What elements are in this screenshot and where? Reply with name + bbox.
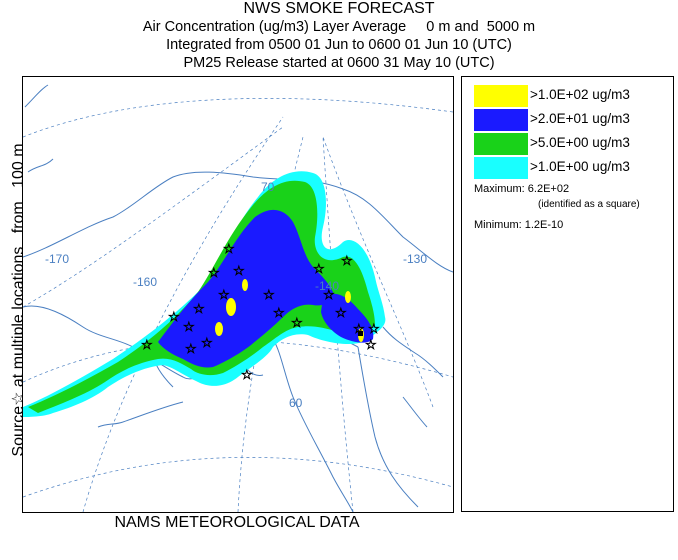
source-marker-icon: ☆ (291, 315, 303, 330)
source-marker-icon: ☆ (185, 341, 197, 356)
legend-item: >5.0E+00 ug/m3 (474, 133, 674, 155)
grid-label: 60 (289, 396, 303, 410)
plot-subtitle-release: PM25 Release started at 0600 31 May 10 (… (183, 55, 495, 71)
legend-label: >2.0E+01 ug/m3 (530, 111, 630, 126)
maximum-marker (358, 331, 363, 336)
grid-label: 70 (261, 180, 275, 194)
legend-item: >1.0E+00 ug/m3 (474, 157, 674, 179)
grid-label: -140 (315, 279, 339, 293)
plot-title: NWS SMOKE FORECAST (243, 0, 435, 17)
source-marker-icon: ☆ (233, 263, 245, 278)
plot-subtitle-period: Integrated from 0500 01 Jun to 0600 01 J… (166, 37, 512, 53)
source-marker-icon: ☆ (193, 301, 205, 316)
source-marker-icon: ☆ (335, 305, 347, 320)
grid-label: -170 (45, 252, 69, 266)
grid-label: -160 (133, 275, 157, 289)
legend-item: >2.0E+01 ug/m3 (474, 109, 674, 131)
maximum-note: (identified as a square) (538, 199, 640, 210)
legend-label: >1.0E+02 ug/m3 (530, 87, 630, 102)
source-marker-icon: ☆ (313, 261, 325, 276)
minimum-value: Minimum: 1.2E-10 (474, 219, 564, 231)
source-marker-icon: ☆ (218, 287, 230, 302)
forecast-map: ☆ ☆ ☆ ☆ ☆ ☆ ☆ ☆ ☆ ☆ ☆ ☆ ☆ ☆ ☆ ☆ ☆ ☆ ☆ ☆ … (22, 76, 454, 513)
map-canvas: ☆ ☆ ☆ ☆ ☆ ☆ ☆ ☆ ☆ ☆ ☆ ☆ ☆ ☆ ☆ ☆ ☆ ☆ ☆ ☆ … (23, 84, 453, 512)
legend-swatch (474, 85, 528, 107)
legend-swatch (474, 133, 528, 155)
legend-label: >1.0E+00 ug/m3 (530, 159, 630, 174)
source-marker-icon: ☆ (341, 253, 353, 268)
legend-label: >5.0E+00 ug/m3 (530, 135, 630, 150)
source-marker-icon: ☆ (183, 319, 195, 334)
plume-level-100 (215, 279, 364, 342)
plot-subtitle-layer: Air Concentration (ug/m3) Layer Average … (142, 19, 536, 35)
source-marker-icon: ☆ (141, 337, 153, 352)
source-marker-icon: ☆ (365, 337, 377, 352)
source-marker-icon: ☆ (223, 241, 235, 256)
source-marker-icon: ☆ (201, 335, 213, 350)
plot-title-block: NWS SMOKE FORECAST Air Concentration (ug… (0, 0, 678, 72)
source-marker-icon: ☆ (323, 287, 335, 302)
maximum-value: Maximum: 6.2E+02 (474, 183, 570, 195)
grid-label: -130 (403, 252, 427, 266)
source-marker-icon: ☆ (368, 321, 380, 336)
legend-swatch (474, 109, 528, 131)
met-data-caption: NAMS METEOROLOGICAL DATA (114, 514, 360, 531)
legend-swatch (474, 157, 528, 179)
legend-panel: >1.0E+02 ug/m3 >2.0E+01 ug/m3 >5.0E+00 u… (461, 76, 674, 512)
legend-item: >1.0E+02 ug/m3 (474, 85, 674, 107)
source-marker-icon: ☆ (208, 265, 220, 280)
source-marker-icon: ☆ (263, 287, 275, 302)
source-marker-icon: ☆ (241, 367, 253, 382)
source-marker-icon: ☆ (168, 309, 180, 324)
source-marker-icon: ☆ (273, 305, 285, 320)
